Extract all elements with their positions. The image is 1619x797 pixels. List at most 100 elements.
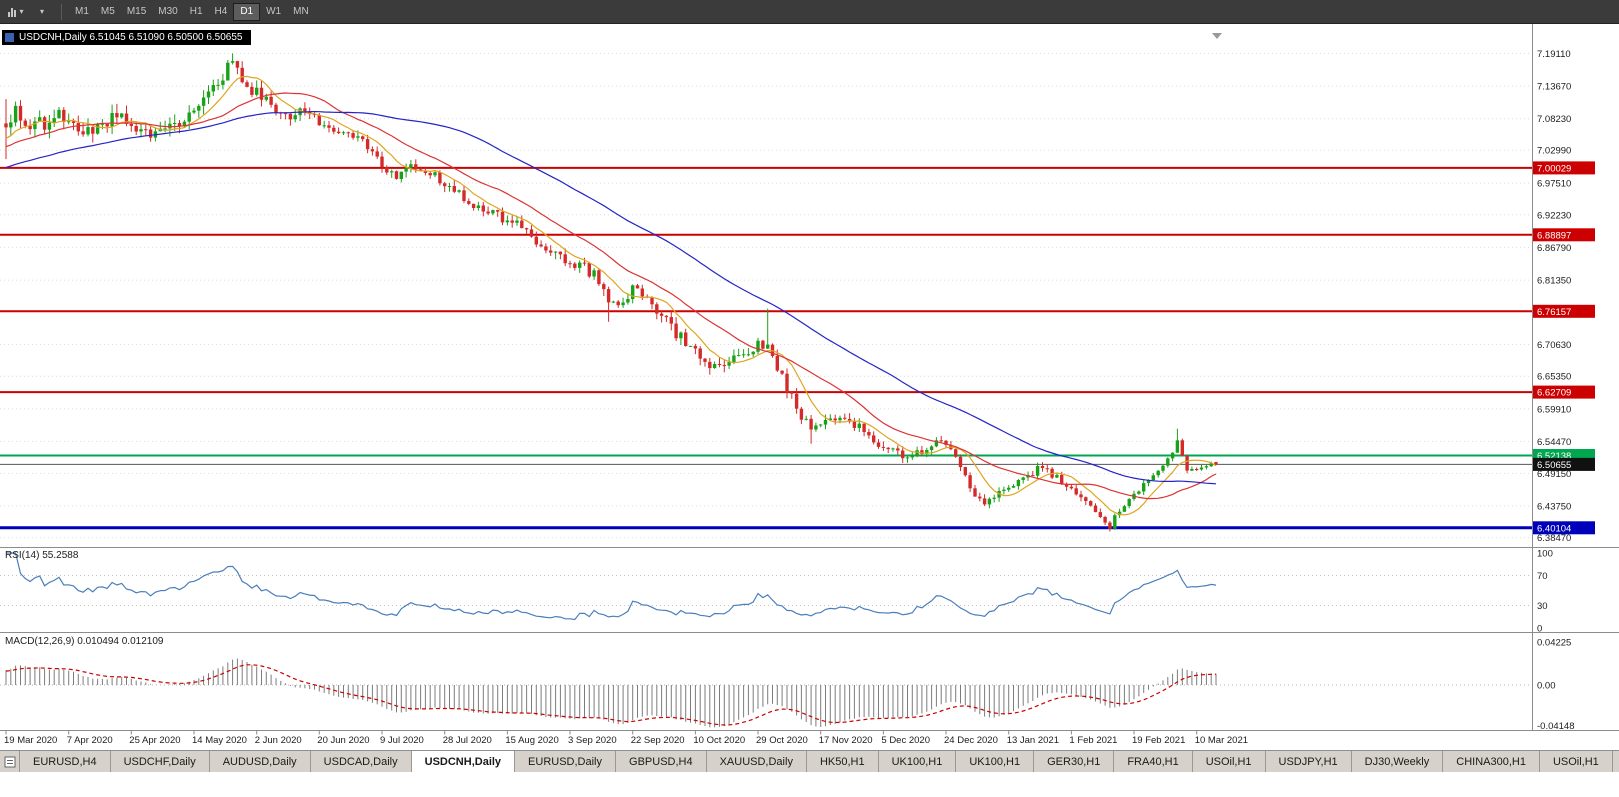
timeframe-button-m5[interactable]: M5 bbox=[100, 5, 115, 17]
svg-text:6.38470: 6.38470 bbox=[1537, 533, 1571, 544]
pane-separators bbox=[0, 24, 1619, 731]
chart-tab-5-eurusd-daily[interactable]: EURUSD,Daily bbox=[515, 751, 617, 772]
svg-text:6.97510: 6.97510 bbox=[1537, 179, 1571, 190]
macd-histogram bbox=[5, 658, 1217, 728]
rsi-line bbox=[6, 552, 1217, 621]
svg-text:5 Dec 2020: 5 Dec 2020 bbox=[881, 735, 930, 746]
rsi-name: RSI(14) bbox=[5, 550, 40, 561]
svg-text:22 Sep 2020: 22 Sep 2020 bbox=[631, 735, 685, 746]
svg-text:6.70630: 6.70630 bbox=[1537, 340, 1571, 351]
svg-text:6.49150: 6.49150 bbox=[1537, 469, 1571, 480]
svg-text:10 Oct 2020: 10 Oct 2020 bbox=[693, 735, 745, 746]
svg-text:6.54470: 6.54470 bbox=[1537, 437, 1571, 448]
chart-tab-15-dj30-weekly[interactable]: DJ30,Weekly bbox=[1352, 751, 1444, 772]
svg-text:6.92230: 6.92230 bbox=[1537, 210, 1571, 221]
chart-tab-9-uk100-h1[interactable]: UK100,H1 bbox=[879, 751, 957, 772]
macd-indicator-label: MACD(12,26,9) 0.010494 0.012109 bbox=[5, 636, 163, 647]
timeframe-button-h1[interactable]: H1 bbox=[189, 5, 203, 17]
svg-text:0.00: 0.00 bbox=[1537, 681, 1556, 692]
chart-tab-0-eurusd-h4[interactable]: EURUSD,H4 bbox=[20, 751, 111, 772]
timeframe-button-h4[interactable]: H4 bbox=[214, 5, 228, 17]
timeframe-button-w1[interactable]: W1 bbox=[266, 5, 282, 17]
svg-text:19 Mar 2020: 19 Mar 2020 bbox=[4, 735, 57, 746]
svg-text:0.04225: 0.04225 bbox=[1537, 638, 1571, 649]
chart-tab-11-ger30-h1[interactable]: GER30,H1 bbox=[1034, 751, 1115, 772]
chart-tab-1-usdchf-daily[interactable]: USDCHF,Daily bbox=[111, 751, 210, 772]
chart-tab-4-usdcnh-daily[interactable]: USDCNH,Daily bbox=[411, 751, 516, 772]
svg-text:15 Aug 2020: 15 Aug 2020 bbox=[505, 735, 558, 746]
chart-tab-8-hk50-h1[interactable]: HK50,H1 bbox=[807, 751, 879, 772]
price-axis: 7.19110 7.13670 7.08230 7.02990 6.97510 6.922… bbox=[1533, 49, 1595, 732]
timeframe-button-m30[interactable]: M30 bbox=[158, 5, 178, 17]
moving-average-lines bbox=[5, 75, 1217, 516]
chevron-down-icon: ▾ bbox=[39, 7, 44, 16]
svg-text:7.08230: 7.08230 bbox=[1537, 114, 1571, 125]
chart-tab-14-usdjpy-h1[interactable]: USDJPY,H1 bbox=[1266, 751, 1352, 772]
timeframe-button-m1[interactable]: M1 bbox=[75, 5, 89, 17]
timeframes-dropdown-icon[interactable]: ▾ bbox=[30, 3, 54, 21]
chart-tab-12-fra40-h1[interactable]: FRA40,H1 bbox=[1114, 751, 1193, 772]
chart-tab-6-gbpusd-h4[interactable]: GBPUSD,H4 bbox=[616, 751, 707, 772]
svg-text:30: 30 bbox=[1537, 601, 1548, 612]
svg-text:20 Jun 2020: 20 Jun 2020 bbox=[317, 735, 369, 746]
svg-text:-0.04148: -0.04148 bbox=[1537, 721, 1575, 732]
svg-text:29 Oct 2020: 29 Oct 2020 bbox=[756, 735, 808, 746]
chart-tab-10-uk100-h1[interactable]: UK100,H1 bbox=[956, 751, 1035, 772]
svg-text:13 Jan 2021: 13 Jan 2021 bbox=[1007, 735, 1059, 746]
svg-text:100: 100 bbox=[1537, 549, 1553, 560]
svg-text:17 Nov 2020: 17 Nov 2020 bbox=[819, 735, 873, 746]
svg-text:25 Apr 2020: 25 Apr 2020 bbox=[129, 735, 180, 746]
svg-text:9 Jul 2020: 9 Jul 2020 bbox=[380, 735, 424, 746]
chart-title-text: USDCNH,Daily 6.51045 6.51090 6.50500 6.5… bbox=[19, 32, 243, 43]
chart-tabs-bar: EURUSD,H4 USDCHF,Daily AUDUSD,Daily USDCAD,… bbox=[0, 750, 1619, 772]
svg-text:2 Jun 2020: 2 Jun 2020 bbox=[255, 735, 302, 746]
toolbar-separator bbox=[61, 3, 62, 20]
chart-tab-2-audusd-daily[interactable]: AUDUSD,Daily bbox=[210, 751, 311, 772]
chart-title: USDCNH,Daily 6.51045 6.51090 6.50500 6.5… bbox=[2, 30, 251, 45]
svg-text:6.59910: 6.59910 bbox=[1537, 404, 1571, 415]
chart-area[interactable]: 7.19110 7.13670 7.08230 7.02990 6.97510 6.922… bbox=[0, 24, 1619, 750]
chart-style-icon[interactable]: ▾ bbox=[4, 3, 28, 21]
chart-tab-7-xauusd-daily[interactable]: XAUUSD,Daily bbox=[707, 751, 807, 772]
svg-text:10 Mar 2021: 10 Mar 2021 bbox=[1195, 735, 1248, 746]
svg-text:1 Feb 2021: 1 Feb 2021 bbox=[1069, 735, 1117, 746]
grid-lines bbox=[0, 52, 1532, 686]
bar-chart-glyph bbox=[8, 7, 17, 17]
macd-signal-value: 0.012109 bbox=[121, 636, 164, 647]
svg-text:7.02990: 7.02990 bbox=[1537, 146, 1571, 157]
svg-text:6.52138: 6.52138 bbox=[1537, 451, 1571, 462]
svg-text:6.65350: 6.65350 bbox=[1537, 372, 1571, 383]
chart-tab-3-usdcad-daily[interactable]: USDCAD,Daily bbox=[311, 751, 412, 772]
timeframe-button-d1[interactable]: D1 bbox=[233, 2, 261, 21]
price-chart-canvas[interactable]: 7.19110 7.13670 7.08230 7.02990 6.97510 6.922… bbox=[0, 24, 1619, 750]
chart-tab-list: EURUSD,H4 USDCHF,Daily AUDUSD,Daily USDCAD,… bbox=[20, 751, 1613, 772]
date-axis: 19 Mar 2020 7 Apr 2020 25 Apr 2020 14 May 2… bbox=[4, 730, 1248, 746]
chart-shift-icon bbox=[1212, 33, 1222, 39]
svg-text:6.43750: 6.43750 bbox=[1537, 501, 1571, 512]
horizontal-level-lines bbox=[0, 166, 1532, 530]
bottom-strip bbox=[0, 772, 1619, 797]
timeframe-button-mn[interactable]: MN bbox=[293, 5, 309, 17]
candlesticks bbox=[4, 53, 1218, 532]
svg-text:14 May 2020: 14 May 2020 bbox=[192, 735, 247, 746]
chart-tab-13-usoil-h1[interactable]: USOil,H1 bbox=[1193, 751, 1266, 772]
rsi-value: 55.2588 bbox=[42, 550, 79, 561]
svg-text:3 Sep 2020: 3 Sep 2020 bbox=[568, 735, 617, 746]
chart-window-icon bbox=[5, 33, 14, 42]
rsi-indicator-label: RSI(14) 55.2588 bbox=[5, 550, 78, 561]
svg-text:7.13670: 7.13670 bbox=[1537, 82, 1571, 93]
svg-text:0: 0 bbox=[1537, 624, 1542, 635]
svg-text:7 Apr 2020: 7 Apr 2020 bbox=[67, 735, 113, 746]
top-toolbar: ▾ ▾ M1 M5 M15 M30 H1 H4 D1 W1 MN bbox=[0, 0, 1619, 24]
svg-text:70: 70 bbox=[1537, 571, 1548, 582]
svg-text:6.86790: 6.86790 bbox=[1537, 243, 1571, 254]
chart-tab-16-china300-h1[interactable]: CHINA300,H1 bbox=[1443, 751, 1540, 772]
svg-text:6.62709: 6.62709 bbox=[1537, 388, 1571, 399]
chart-tab-17-usoil-h1[interactable]: USOil,H1 bbox=[1540, 751, 1613, 772]
svg-text:28 Jul 2020: 28 Jul 2020 bbox=[443, 735, 492, 746]
chart-list-icon[interactable] bbox=[0, 751, 20, 772]
timeframe-button-m15[interactable]: M15 bbox=[126, 5, 147, 17]
svg-text:7.19110: 7.19110 bbox=[1537, 49, 1571, 60]
svg-text:6.40104: 6.40104 bbox=[1537, 523, 1571, 534]
chevron-down-icon: ▾ bbox=[19, 7, 24, 16]
